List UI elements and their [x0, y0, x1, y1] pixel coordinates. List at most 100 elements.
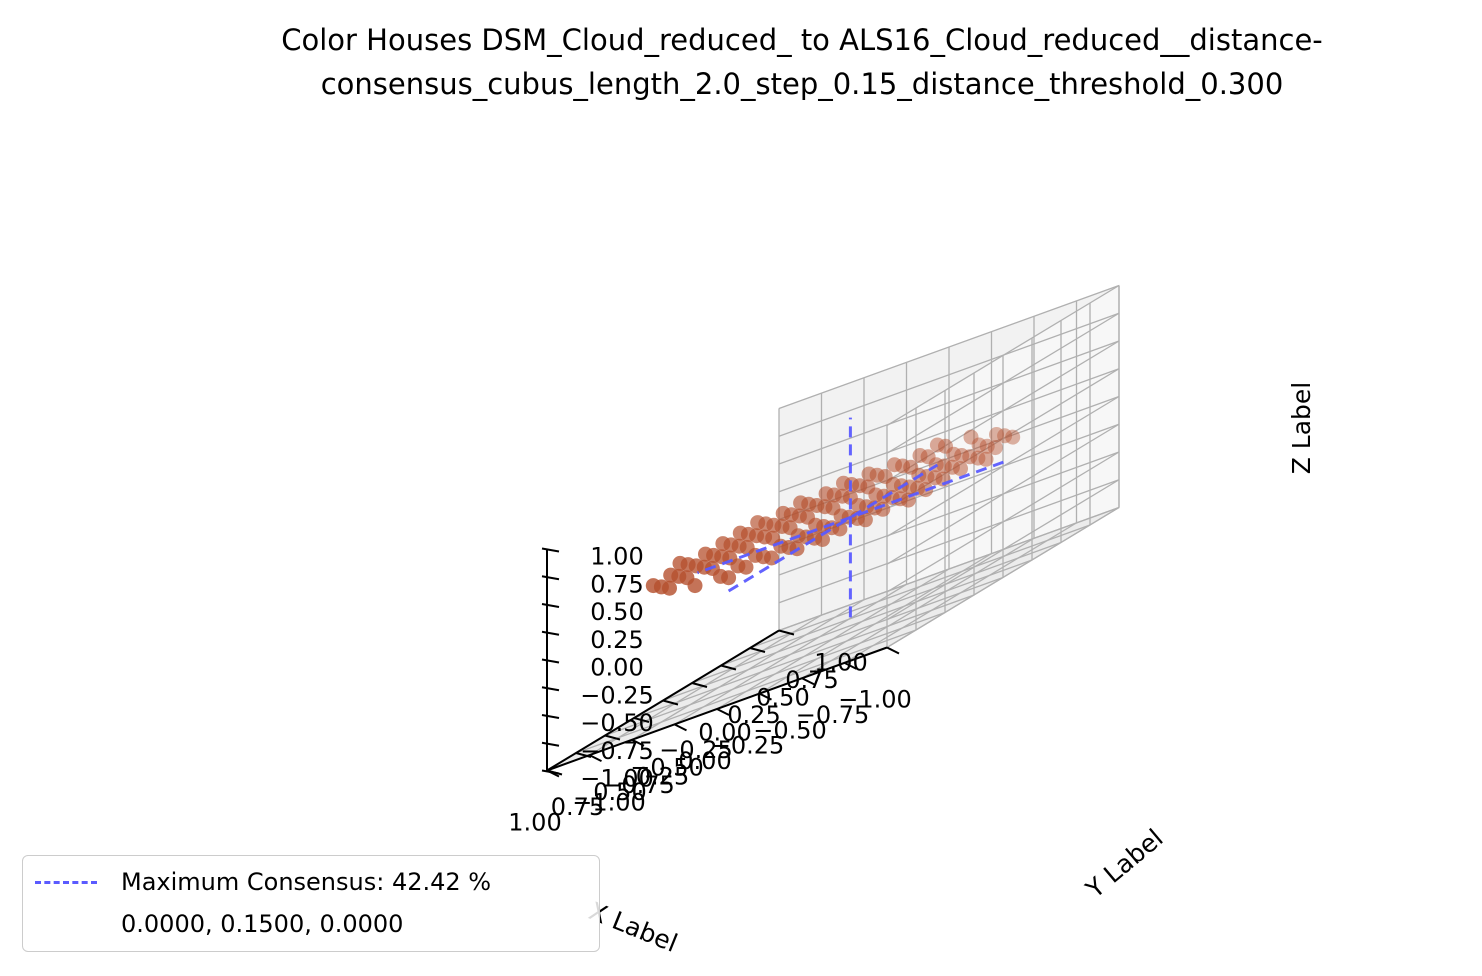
x-tick-label: 0.50	[593, 778, 646, 806]
y-tick-label: 0.50	[756, 684, 809, 712]
scatter-point	[963, 429, 979, 445]
y-tick-label: −0.75	[601, 771, 675, 799]
z-tick	[541, 714, 560, 719]
grid-floor-y	[749, 524, 1091, 649]
x-tick-label: −0.75	[796, 701, 870, 729]
scatter-point	[793, 495, 809, 511]
grid-side-z	[886, 312, 1120, 454]
y-tick	[691, 682, 708, 688]
z-tick-label: 0.50	[590, 598, 643, 626]
scatter-point	[929, 437, 945, 453]
z-tick	[541, 575, 560, 581]
y-tick-label: −0.50	[630, 754, 704, 782]
grid-lines	[546, 284, 1120, 772]
scatter-point	[946, 446, 962, 462]
grid-back-z	[778, 284, 1120, 410]
y-tick	[633, 717, 650, 723]
x-tick	[759, 692, 772, 701]
x-tick	[801, 677, 815, 686]
chart-title-line1: Color Houses DSM_Cloud_reduced_ to ALS16…	[281, 23, 1323, 57]
scatter-point	[698, 546, 713, 562]
grid-back-z	[778, 340, 1120, 465]
y-tick-label: 1.00	[814, 649, 867, 677]
scatter-point	[938, 438, 953, 454]
grid-side-z	[886, 395, 1120, 538]
scatter-point	[979, 438, 995, 454]
y-tick-label: 0.00	[698, 719, 751, 747]
y-tick	[749, 647, 766, 653]
x-tick-label: −1.00	[838, 686, 912, 714]
scatter-point	[885, 477, 901, 492]
scatter-point	[997, 428, 1013, 444]
x-tick	[844, 661, 857, 670]
x-tick	[546, 769, 560, 778]
scatter-point	[715, 536, 731, 552]
x-tick	[674, 723, 687, 732]
x-tick	[886, 646, 900, 655]
scatter-point	[987, 440, 1003, 456]
scatter-point	[818, 486, 834, 502]
consensus-line-y	[727, 463, 939, 593]
scatter-point	[721, 570, 737, 586]
scatter-point	[970, 450, 986, 466]
z-tick	[541, 658, 560, 664]
y-tick-label: 0.25	[727, 701, 780, 729]
grid-back-z	[778, 368, 1120, 493]
consensus-line-x	[696, 460, 1004, 575]
scatter-point	[962, 449, 978, 465]
grid-floor-y	[691, 559, 1033, 684]
consensus-lines	[696, 417, 1004, 618]
grid-back-z	[778, 312, 1120, 437]
scatter-point	[775, 505, 791, 521]
scatter-point	[860, 479, 876, 495]
y-tick	[720, 664, 737, 671]
z-tick-label: 0.75	[590, 570, 643, 598]
scatter-point	[750, 515, 766, 531]
z-tick-label: −0.25	[580, 681, 654, 709]
y-tick	[575, 752, 592, 758]
grid-side-z	[886, 284, 1120, 427]
z-tick-label: 1.00	[590, 543, 643, 571]
x-tick-label: 0.75	[551, 793, 604, 821]
z-tick-label: −0.75	[580, 737, 654, 765]
y-axis-label: Y Label	[1080, 823, 1169, 904]
scatter-point	[663, 567, 679, 583]
x-tick-label: 1.00	[508, 809, 561, 837]
scatter-point	[903, 459, 919, 475]
scatter-point	[989, 427, 1004, 442]
grid-floor-x	[631, 599, 865, 741]
grid-floor-x	[674, 583, 907, 725]
grid-floor-y	[778, 506, 1120, 632]
x-tick	[589, 754, 602, 763]
scatter-point	[978, 451, 994, 467]
scatter-point	[645, 578, 661, 594]
x-tick-label: −0.25	[711, 732, 785, 760]
y-tick	[662, 699, 679, 706]
scatter-point	[887, 457, 902, 473]
scatter-point	[732, 525, 748, 541]
grid-floor-y	[662, 576, 1004, 702]
scatter-point	[971, 437, 987, 453]
scatter-point	[1005, 429, 1021, 445]
scatter-point	[755, 549, 771, 565]
z-tick	[541, 630, 560, 636]
z-tick	[541, 603, 560, 608]
y-tick-label: −1.00	[572, 789, 646, 817]
chart-title-line2: consensus_cubus_length_2.0_step_0.15_dis…	[321, 67, 1284, 101]
scatter-point	[861, 466, 877, 482]
legend: Maximum Consensus: 42.42 % 0.0000, 0.150…	[22, 855, 600, 952]
z-axis-label: Z Label	[1287, 382, 1316, 475]
y-tick-label: 0.75	[785, 666, 838, 694]
z-tick-label: −1.00	[580, 765, 654, 793]
grid-floor-x	[589, 614, 822, 756]
z-tick-label: 0.00	[590, 654, 643, 682]
x-tick-label: −0.50	[753, 716, 827, 744]
scatter-point	[954, 448, 970, 463]
z-tick-label: 0.25	[590, 626, 643, 654]
y-tick	[604, 734, 621, 741]
scatter-point	[672, 555, 688, 571]
grid-floor-y	[720, 541, 1062, 667]
z-tick	[541, 741, 560, 747]
z-tick	[541, 686, 560, 692]
